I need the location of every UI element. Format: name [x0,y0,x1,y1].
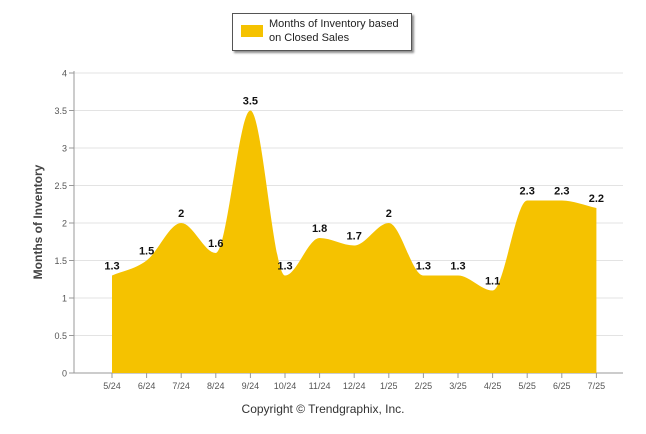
y-tick-label: 3.5 [54,106,67,116]
x-tick-label: 11/24 [309,381,331,391]
y-tick-label: 1.5 [54,256,67,266]
y-tick-label: 3 [62,144,67,154]
x-tick-label: 6/24 [138,381,156,391]
data-label: 2 [178,208,184,220]
x-tick-label: 8/24 [207,381,225,391]
x-tick-label: 5/24 [103,381,121,391]
y-tick-label: 4 [62,69,67,79]
y-axis-title: Months of Inventory [31,164,45,280]
x-tick-label: 1/25 [380,381,398,391]
y-tick-label: 1 [62,294,67,304]
data-label: 1.3 [104,261,119,273]
y-tick-label: 0 [62,369,67,379]
x-tick-label: 3/25 [449,381,467,391]
data-label: 1.3 [450,261,465,273]
data-label: 1.3 [416,261,431,273]
x-tick-label: 7/25 [588,381,606,391]
y-tick-label: 2 [62,219,67,229]
copyright-footer: Copyright © Trendgraphix, Inc. [241,402,405,416]
x-tick-labels: 5/24 6/24 7/24 8/24 9/24 10/24 11/24 12/24 1/25 2… [103,381,605,391]
x-tick-label: 4/25 [484,381,502,391]
series-area-fill [112,110,597,373]
y-tick-label: 0.5 [54,331,67,341]
data-label: 1.8 [312,223,327,235]
data-label: 1.6 [208,238,223,250]
x-tick-label: 7/24 [172,381,190,391]
legend-swatch [241,25,263,37]
data-label: 2.2 [589,193,604,205]
data-label: 1.3 [277,261,292,273]
x-tick-label: 6/25 [553,381,571,391]
data-labels: 1.3 1.5 2 1.6 3.5 1.3 1.8 1.7 2 1.3 1.3 1.1 2.3 2.3 2.… [104,96,604,288]
y-tick-label: 2.5 [54,181,67,191]
x-tick-label: 12/24 [343,381,366,391]
legend: Months of Inventory based on Closed Sale… [232,13,412,51]
x-tick-label: 2/25 [415,381,433,391]
data-label: 1.1 [485,276,500,288]
x-tick-label: 5/25 [518,381,536,391]
x-tick-label: 9/24 [242,381,260,391]
series-area [112,110,597,373]
data-label: 1.5 [139,246,154,258]
data-label: 1.7 [347,231,362,243]
y-tick-labels: 0 0.5 1 1.5 2 2.5 3 3.5 4 [54,69,67,379]
x-tick-label: 10/24 [274,381,297,391]
legend-label: Months of Inventory based on Closed Sale… [269,18,399,44]
data-label: 2 [386,208,392,220]
data-label: 2.3 [520,186,535,198]
data-label: 3.5 [243,96,258,108]
data-label: 2.3 [554,186,569,198]
